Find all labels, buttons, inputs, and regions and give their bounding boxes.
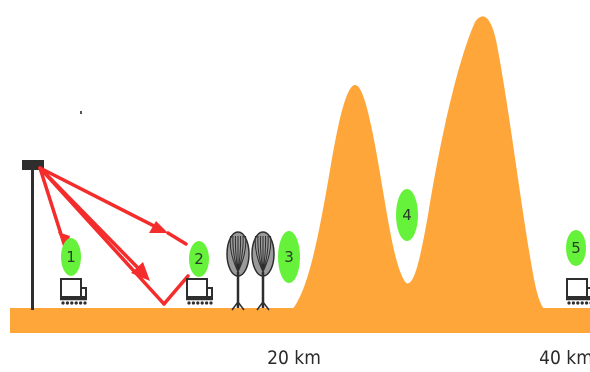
vehicle-icon [566, 278, 590, 305]
svg-text:1: 1 [66, 248, 76, 266]
signal-rays [38, 166, 190, 306]
tree-icon [226, 231, 250, 311]
vehicle-icon [60, 278, 87, 305]
ground-strip [10, 308, 590, 333]
antenna-tower-icon [22, 160, 44, 310]
signal-arrowhead-2 [131, 262, 150, 281]
signal-ray-4 [38, 166, 166, 306]
signal-ray-4-reflect [162, 274, 190, 306]
svg-text:3: 3 [284, 248, 294, 266]
svg-text:2: 2 [194, 250, 204, 268]
stray-dot [80, 111, 82, 114]
signal-arrowhead-3 [149, 221, 168, 233]
mountain-terrain [292, 16, 545, 311]
location-marker-2: 2 [189, 241, 209, 277]
svg-text:5: 5 [571, 239, 581, 257]
vehicle-icon [186, 278, 213, 305]
signal-ray-3 [38, 166, 162, 231]
distance-label-20km: 20 km [267, 347, 321, 369]
svg-text:4: 4 [402, 206, 412, 224]
tree-icon [251, 231, 275, 311]
location-marker-1: 1 [61, 238, 81, 276]
distance-label-40km: 40 km [539, 347, 590, 369]
location-marker-5: 5 [566, 230, 586, 266]
location-marker-3: 3 [278, 231, 300, 283]
location-marker-4: 4 [396, 189, 418, 241]
signal-ray-3b [166, 231, 188, 246]
